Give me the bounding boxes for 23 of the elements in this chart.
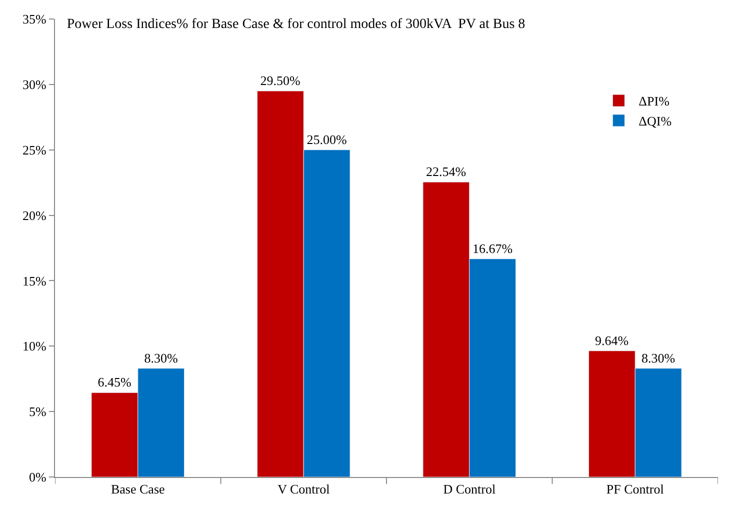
data-label: 6.45% (98, 374, 132, 390)
y-tick-label: 5% (29, 404, 47, 420)
x-tick-label: D Control (443, 482, 496, 497)
y-tick-label: 15% (22, 273, 47, 288)
y-tick-label: 35% (22, 12, 47, 27)
y-tick-label: 10% (22, 338, 47, 354)
y-tick-label: 20% (22, 208, 47, 223)
chart-title: Power Loss Indices% for Base Case & for control modes of 300kVA PV at Bus 8 (66, 16, 526, 32)
data-label: 29.50% (260, 72, 301, 88)
data-label: 8.30% (144, 350, 178, 366)
legend-label: ΔQI% (638, 114, 672, 129)
data-label: 8.30% (641, 350, 676, 366)
y-tick-label: 25% (22, 142, 47, 158)
x-tick-label: Base Case (110, 482, 165, 497)
legend-label: ΔPI% (638, 94, 670, 109)
data-label: 25.00% (306, 132, 347, 147)
x-tick-label: V Control (278, 482, 330, 497)
x-tick-label: PF Control (606, 482, 664, 497)
y-tick-label: 0% (29, 470, 47, 485)
data-label: 16.67% (472, 240, 513, 256)
y-tick-label: 30% (22, 76, 47, 92)
data-label: 22.54% (426, 164, 466, 180)
data-label: 9.64% (595, 332, 629, 348)
